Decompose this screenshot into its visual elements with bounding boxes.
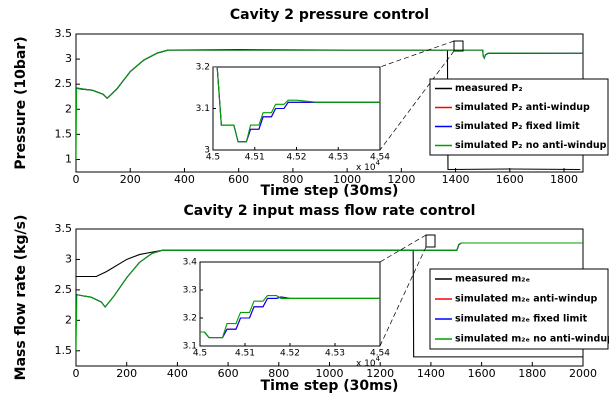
inset-y-tick-label: 3.1 <box>183 342 197 352</box>
chart-title: Cavity 2 pressure control <box>230 7 429 23</box>
inset-x-tick-label: 4.54 <box>370 349 390 359</box>
data-line <box>213 67 380 143</box>
inset-x-tick-label: 4.52 <box>280 349 300 359</box>
inset-x-tick-label: 4.53 <box>325 349 345 359</box>
legend-text: measured P₂ <box>455 83 523 94</box>
data-line <box>76 242 583 351</box>
x-tick-label: 200 <box>120 173 141 186</box>
y-tick-label: 1.5 <box>55 344 73 357</box>
zoom-box <box>453 40 464 52</box>
x-tick-label: 600 <box>228 173 249 186</box>
legend-box <box>429 268 609 350</box>
x-tick-label: 600 <box>218 367 239 380</box>
y-tick-label: 2 <box>65 313 72 326</box>
x-tick-label: 1400 <box>417 367 445 380</box>
legend-text: simulated P₂ anti-windup <box>455 102 590 113</box>
inset-x-scale: x 104 <box>356 355 381 369</box>
legend-box <box>429 78 609 156</box>
x-tick-label: 800 <box>268 367 289 380</box>
x-tick-label: 0 <box>73 173 80 186</box>
x-tick-label: 400 <box>174 173 195 186</box>
x-axis-label: Time step (30ms) <box>261 378 399 394</box>
zoom-connector <box>379 40 455 68</box>
inset-y-tick-label: 3.3 <box>183 286 197 296</box>
inset-x-tick-label: 4.5 <box>193 349 207 359</box>
zoom-box <box>425 234 436 248</box>
x-tick-label: 1600 <box>496 173 524 186</box>
zoom-connector <box>379 50 455 151</box>
zoom-connector <box>379 246 427 347</box>
x-tick-label: 200 <box>116 367 137 380</box>
inset-y-tick-label: 3.1 <box>196 104 210 114</box>
data-line <box>76 249 583 358</box>
legend-text: simulated P₂ fixed limit <box>455 121 580 132</box>
x-tick-label: 1000 <box>333 173 361 186</box>
y-tick-label: 2.5 <box>55 77 73 90</box>
x-tick-label: 1800 <box>518 367 546 380</box>
x-tick-label: 800 <box>282 173 303 186</box>
data-line <box>76 49 583 160</box>
legend-text: simulated m₂ₑ no anti-windup <box>455 334 609 345</box>
legend-text: simulated P₂ no anti-windup <box>455 140 607 151</box>
inset-x-tick-label: 4.52 <box>286 153 306 163</box>
inset-y-tick-label: 3.2 <box>196 63 210 73</box>
inset-x-tick-label: 4.54 <box>370 153 390 163</box>
inset-x-tick-label: 4.51 <box>245 153 265 163</box>
data-line <box>200 295 380 339</box>
x-tick-label: 1600 <box>468 367 496 380</box>
x-tick-label: 400 <box>167 367 188 380</box>
scale-exponent: 4 <box>376 355 381 363</box>
x-tick-label: 1200 <box>366 367 394 380</box>
inset-x-tick-label: 4.51 <box>235 349 255 359</box>
inset-y-tick-label: 3.2 <box>183 314 197 324</box>
y-tick-label: 3 <box>65 252 72 265</box>
x-tick-label: 1200 <box>387 173 415 186</box>
y-tick-label: 1 <box>65 152 72 165</box>
inset-area <box>199 261 381 347</box>
legend-text: measured m₂ₑ <box>455 274 530 285</box>
chart-title: Cavity 2 input mass flow rate control <box>184 203 476 219</box>
y-tick-label: 2 <box>65 102 72 115</box>
inset-y-tick-label: 3 <box>204 146 210 156</box>
zoom-connector <box>379 234 427 263</box>
y-tick-label: 3.5 <box>55 27 73 40</box>
x-axis-label: Time step (30ms) <box>261 183 399 199</box>
y-axis-label: Pressure (10bar) <box>13 36 29 169</box>
inset-area <box>212 66 381 151</box>
x-tick-label: 2000 <box>569 367 597 380</box>
y-tick-label: 2.5 <box>55 283 73 296</box>
x-tick-label: 1400 <box>442 173 470 186</box>
x-tick-label: 0 <box>73 367 80 380</box>
scale-base: x 10 <box>356 359 376 369</box>
y-tick-label: 3 <box>65 52 72 65</box>
scale-exponent: 4 <box>376 159 381 167</box>
inset-x-tick-label: 4.53 <box>328 153 348 163</box>
y-tick-label: 1.5 <box>55 127 73 140</box>
legend-text: simulated m₂ₑ anti-windup <box>455 294 598 305</box>
inset-y-tick-label: 3.4 <box>183 258 198 268</box>
inset-x-tick-label: 4.5 <box>206 153 220 163</box>
y-axis-label: Mass flow rate (kg/s) <box>13 215 29 381</box>
inset-x-scale: x 104 <box>356 159 381 173</box>
legend-text: simulated m₂ₑ fixed limit <box>455 314 588 325</box>
x-tick-label: 1000 <box>316 367 344 380</box>
scale-base: x 10 <box>356 163 376 173</box>
y-tick-label: 3.5 <box>55 222 73 235</box>
x-tick-label: 1800 <box>550 173 578 186</box>
